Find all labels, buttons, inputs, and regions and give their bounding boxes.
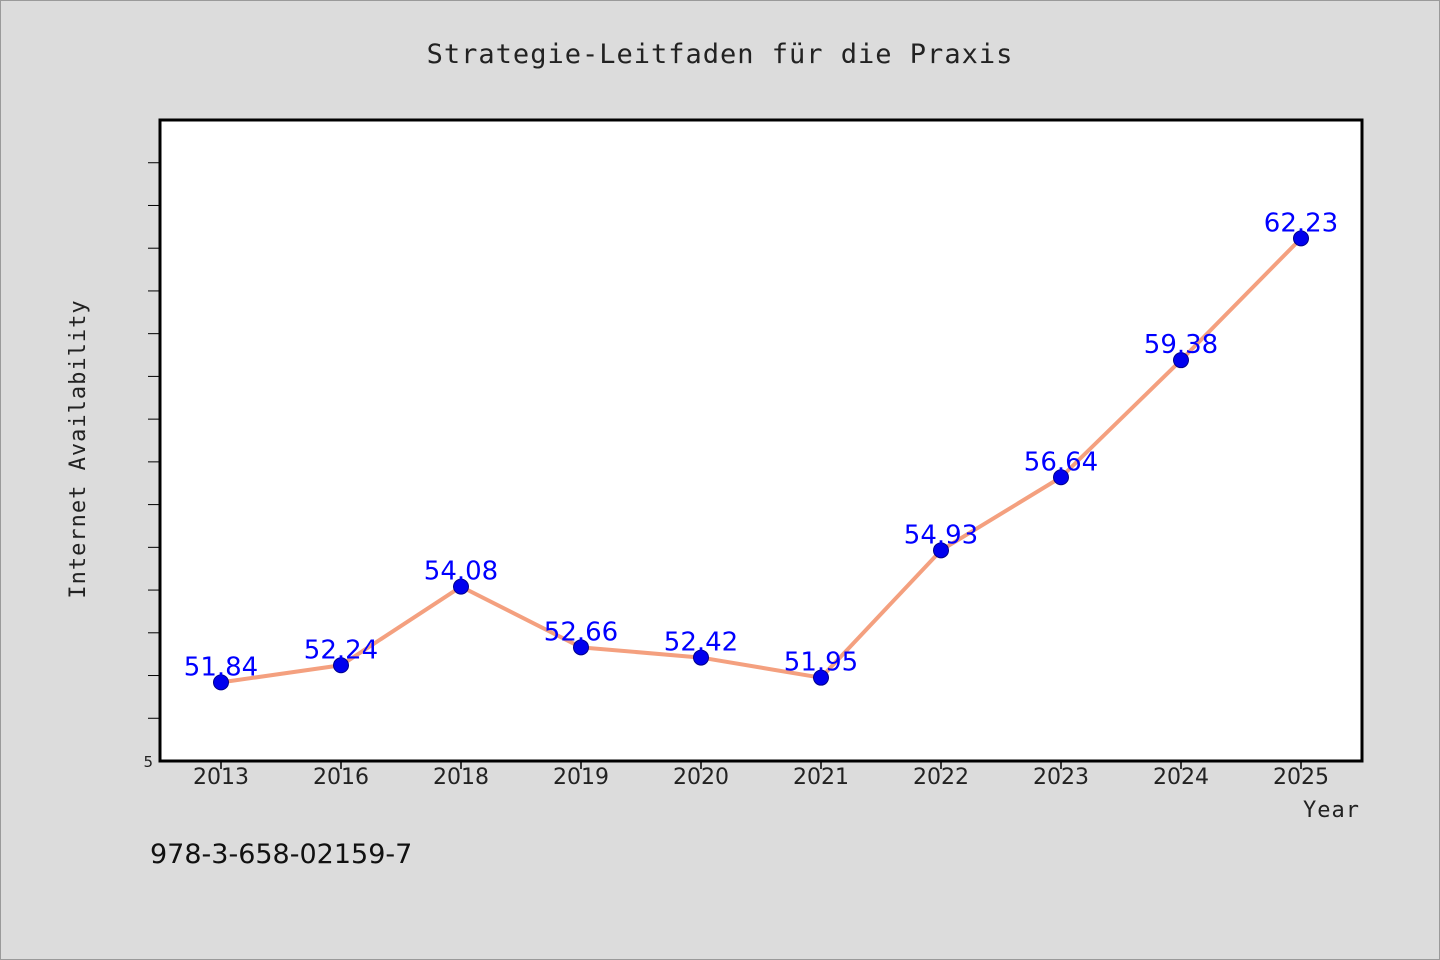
x-tick-label: 2025 (1273, 765, 1329, 790)
x-tick-label: 2013 (193, 765, 249, 790)
data-label: 62.23 (1264, 208, 1338, 238)
x-tick-label: 2018 (433, 765, 489, 790)
data-label-layer: 51.84 52.24 54.08 52.66 52.42 51.95 54.93 56.64… (184, 208, 1338, 682)
data-point (693, 649, 709, 666)
x-axis-ticks: 2013 2016 2018 2019 2020 2021 2022 2023 2024 2025 (193, 761, 1329, 790)
isbn-text: 978-3-658-02159-7 (150, 839, 412, 870)
series-line (219, 236, 1303, 685)
x-tick-label: 2016 (313, 765, 369, 790)
data-label: 51.84 (184, 652, 258, 682)
data-point (573, 639, 589, 656)
x-tick-label: 2021 (793, 765, 849, 790)
x-tick-label: 2023 (1033, 765, 1089, 790)
x-axis-label: Year (1303, 798, 1360, 823)
x-tick-label: 2024 (1153, 765, 1209, 790)
data-point (213, 674, 229, 691)
data-label: 52.24 (304, 635, 378, 665)
x-tick-label: 2020 (673, 765, 729, 790)
data-point (1173, 352, 1189, 369)
data-point (333, 657, 349, 674)
data-point (453, 578, 469, 595)
data-point (1293, 230, 1309, 247)
data-label: 54.93 (904, 520, 978, 550)
x-tick-label: 2022 (913, 765, 969, 790)
series-layer (219, 236, 1303, 685)
data-label: 52.66 (544, 617, 618, 647)
data-point (933, 542, 949, 559)
data-label: 56.64 (1024, 447, 1098, 477)
data-point (813, 669, 829, 686)
marker-layer (213, 230, 1309, 691)
data-label: 54.08 (424, 557, 498, 587)
chart-title: Strategie-Leitfaden für die Praxis (427, 39, 1014, 70)
y-tick-label: 5 (143, 753, 153, 771)
y-axis-label: Internet Availability (66, 299, 91, 598)
data-point (1053, 469, 1069, 486)
y-axis-ticks: 5 (143, 162, 160, 771)
data-label: 52.42 (664, 628, 738, 658)
data-label: 51.95 (784, 648, 858, 678)
x-tick-label: 2019 (553, 765, 609, 790)
data-label: 59.38 (1144, 330, 1218, 360)
